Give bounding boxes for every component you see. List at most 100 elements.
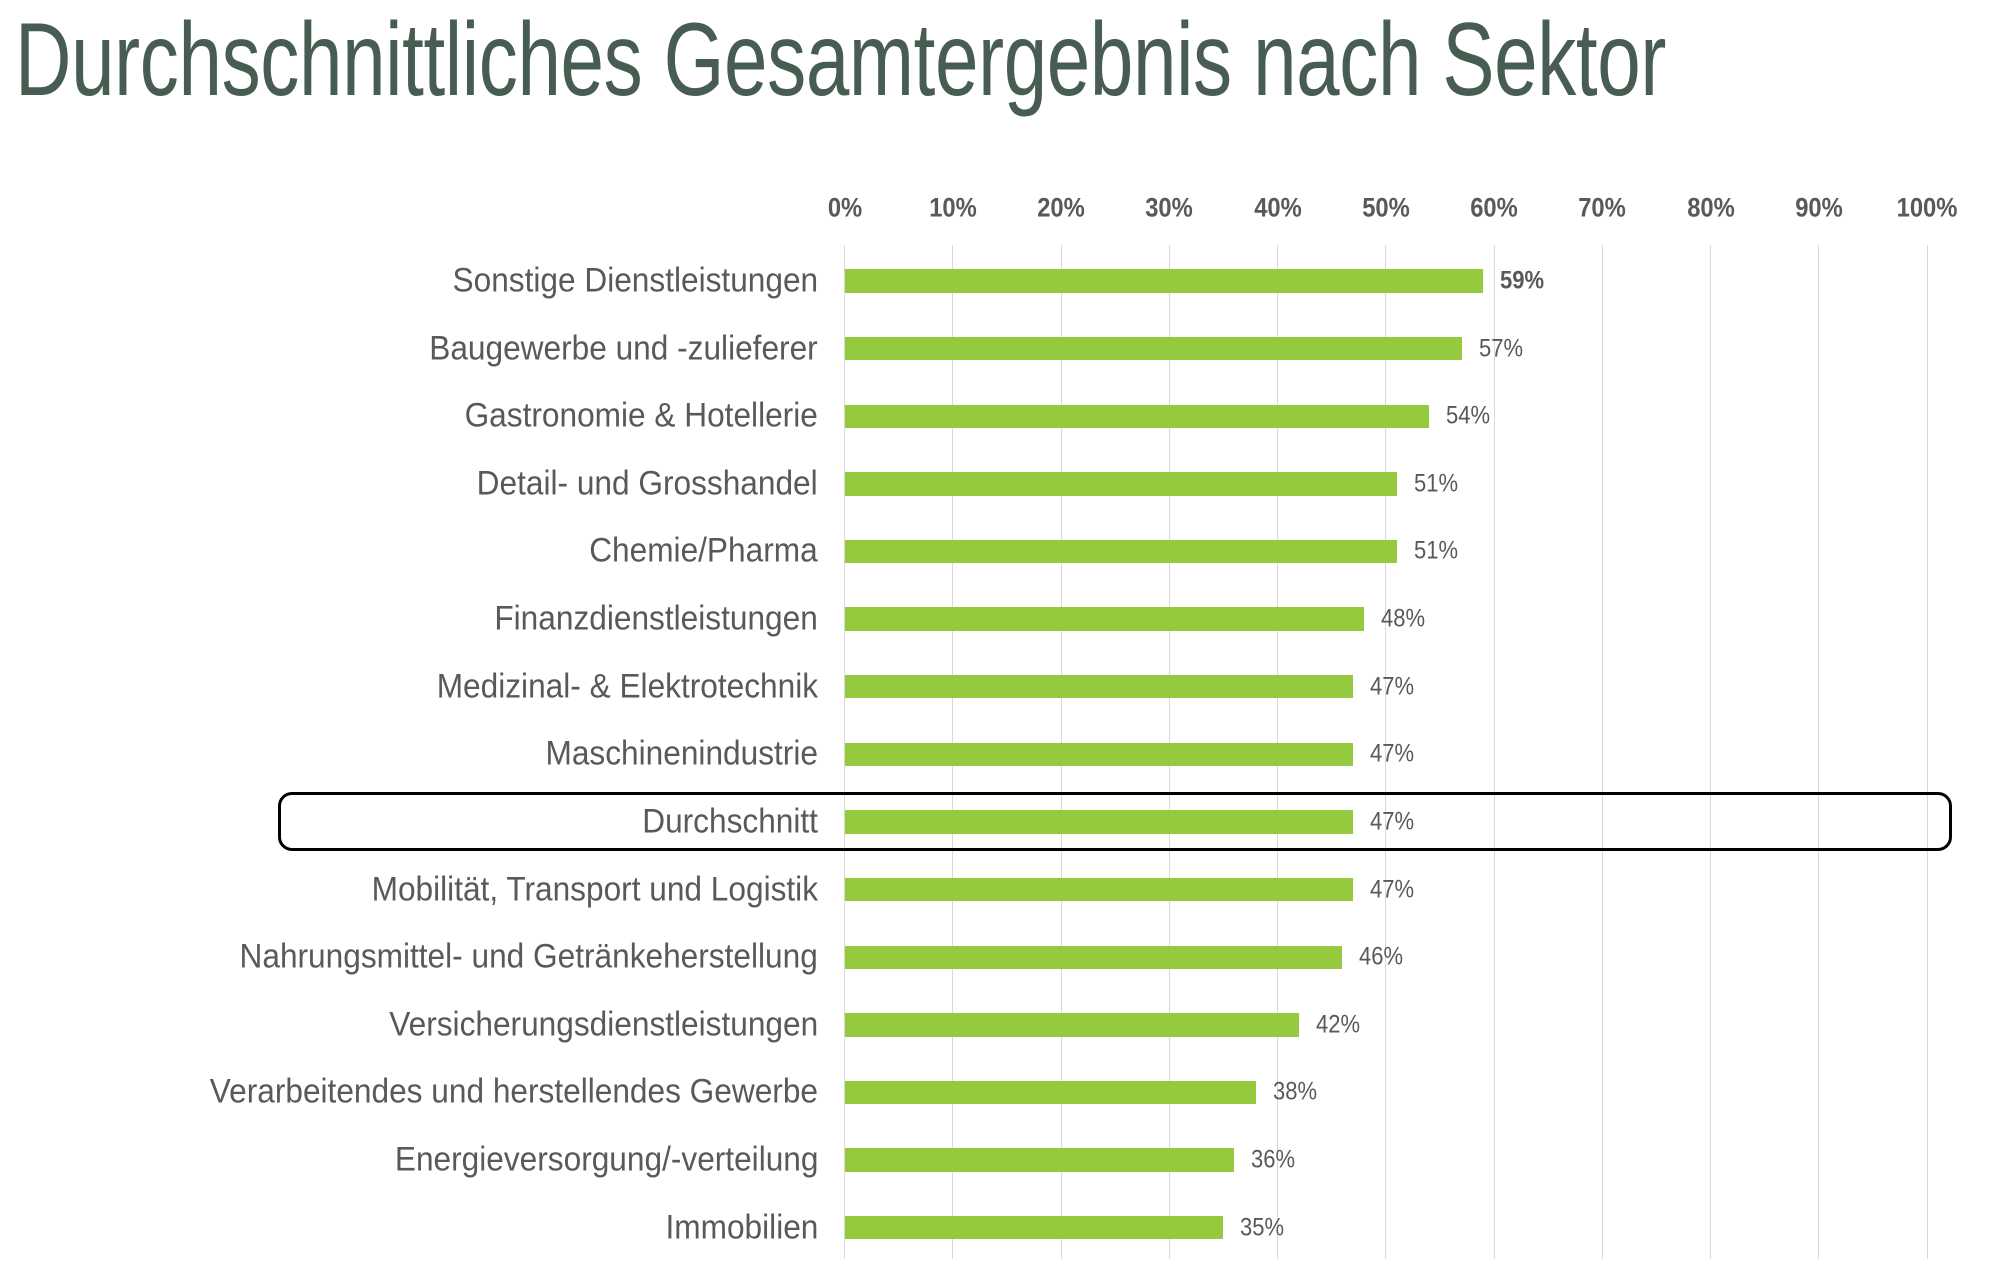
value-label: 35% (1240, 1213, 1290, 1242)
bar-5 (844, 539, 1397, 564)
x-axis-tick-text: 70% (1578, 192, 1627, 223)
gridline-70% (1601, 245, 1603, 1259)
x-axis-tick-text: 20% (1037, 192, 1085, 223)
value-label: 51% (1414, 469, 1464, 498)
value-label-text: 54% (1446, 401, 1491, 430)
x-axis-tick-text: 60% (1470, 192, 1518, 223)
x-axis-tick-label: 60% (1467, 193, 1521, 224)
value-label: 47% (1370, 875, 1420, 904)
value-label: 47% (1370, 807, 1420, 836)
x-axis-tick-text: 30% (1145, 192, 1194, 223)
bar-14 (844, 1148, 1235, 1172)
value-label: 38% (1273, 1078, 1323, 1107)
x-axis-tick-label: 40% (1250, 193, 1304, 224)
value-label: 47% (1370, 740, 1420, 769)
category-label-text: Maschinenindustrie (545, 734, 818, 773)
value-label: 36% (1251, 1146, 1301, 1175)
value-label-text: 51% (1413, 536, 1458, 565)
value-label-text: 57% (1478, 334, 1523, 363)
category-label-text: Detail- und Grosshandel (477, 464, 818, 503)
value-label: 48% (1381, 605, 1431, 634)
bar-2 (844, 336, 1462, 361)
x-axis-tick-text: 50% (1361, 192, 1410, 223)
category-label: Finanzdienstleistungen (470, 600, 818, 639)
bar-10 (844, 877, 1354, 902)
bar-15 (844, 1215, 1224, 1240)
value-label-text: 42% (1316, 1010, 1361, 1039)
x-axis-tick-label: 100% (1892, 193, 1961, 224)
x-axis-tick-label: 20% (1034, 193, 1088, 224)
bar-11 (844, 945, 1343, 969)
bar-12 (844, 1013, 1300, 1037)
chart-title: Durchschnittliches Gesamtergebnis nach S… (15, 2, 1666, 118)
x-axis-tick-label: 80% (1683, 193, 1737, 224)
category-label-text: Gastronomie & Hotellerie (464, 396, 818, 435)
value-label: 47% (1370, 672, 1420, 701)
bar-7 (844, 675, 1354, 699)
category-label-text: Versicherungsdienstleistungen (389, 1005, 818, 1044)
value-label-text: 47% (1370, 672, 1415, 701)
category-label-text: Durchschnitt (642, 802, 818, 841)
category-label-text: Finanzdienstleistungen (494, 599, 818, 638)
bar-8 (844, 742, 1354, 767)
value-label: 59% (1500, 267, 1550, 296)
category-label: Sonstige Dienstleistungen (425, 262, 818, 301)
category-label-text: Chemie/Pharma (589, 531, 818, 570)
category-label-text: Medizinal- & Elektrotechnik (436, 667, 818, 706)
value-label-text: 51% (1413, 469, 1458, 498)
category-label: Energieversorgung/-verteilung (363, 1141, 818, 1180)
x-axis-tick-text: 10% (928, 192, 977, 223)
value-label: 54% (1446, 402, 1496, 431)
value-label-text: 59% (1500, 266, 1545, 295)
bar-4 (844, 472, 1397, 496)
category-label: Baugewerbe und -zulieferer (400, 329, 818, 368)
category-label: Verarbeitendes und herstellendes Gewerbe (164, 1073, 818, 1112)
category-label-text: Energieversorgung/-verteilung (394, 1140, 818, 1179)
gridline-80% (1710, 245, 1711, 1259)
category-label: Medizinal- & Elektrotechnik (408, 667, 818, 706)
gridline-90% (1818, 245, 1820, 1259)
bar-1 (844, 269, 1484, 293)
category-label-text: Nahrungsmittel- und Getränkeherstellung (239, 937, 818, 976)
gridline-60% (1493, 245, 1495, 1259)
value-label: 46% (1359, 943, 1409, 972)
x-axis-tick-label: 50% (1359, 193, 1413, 224)
value-label: 57% (1479, 334, 1529, 363)
category-label: Chemie/Pharma (572, 532, 818, 571)
x-axis-tick-label: 0% (825, 193, 864, 224)
category-label: Immobilien (654, 1208, 818, 1247)
value-label: 51% (1414, 537, 1464, 566)
bar-13 (844, 1080, 1256, 1105)
gridline-50% (1385, 245, 1387, 1259)
category-label: Versicherungsdienstleistungen (357, 1005, 818, 1044)
x-axis-tick-label: 30% (1142, 193, 1196, 224)
category-label-text: Verarbeitendes und herstellendes Gewerbe (209, 1072, 818, 1111)
category-label-text: Sonstige Dienstleistungen (452, 261, 818, 300)
x-axis-tick-text: 80% (1686, 192, 1735, 223)
x-axis-tick-label: 70% (1575, 193, 1629, 224)
value-label-text: 36% (1251, 1145, 1296, 1174)
bar-6 (844, 607, 1365, 631)
x-axis-tick-text: 90% (1794, 192, 1843, 223)
value-label-text: 35% (1240, 1213, 1285, 1242)
value-label-text: 38% (1272, 1077, 1317, 1106)
value-label-text: 47% (1370, 807, 1415, 836)
x-axis-tick-label: 10% (926, 193, 980, 224)
category-label: Maschinenindustrie (525, 735, 818, 774)
value-label-text: 47% (1370, 875, 1415, 904)
bar-3 (844, 404, 1430, 428)
category-label: Gastronomie & Hotellerie (438, 397, 818, 436)
category-label: Durchschnitt (629, 802, 818, 841)
category-label: Mobilität, Transport und Logistik (338, 870, 818, 909)
category-label: Nahrungsmittel- und Getränkeherstellung (196, 938, 818, 977)
category-label-text: Baugewerbe und -zulieferer (429, 329, 818, 368)
category-label-text: Mobilität, Transport und Logistik (371, 870, 818, 909)
value-label: 42% (1316, 1010, 1366, 1039)
x-axis-tick-text: 40% (1253, 192, 1302, 223)
highlight-box (278, 792, 1952, 851)
value-label-text: 48% (1381, 604, 1426, 633)
category-label: Detail- und Grosshandel (451, 464, 818, 503)
x-axis-tick-text: 100% (1896, 192, 1958, 223)
value-label-text: 47% (1370, 739, 1415, 768)
